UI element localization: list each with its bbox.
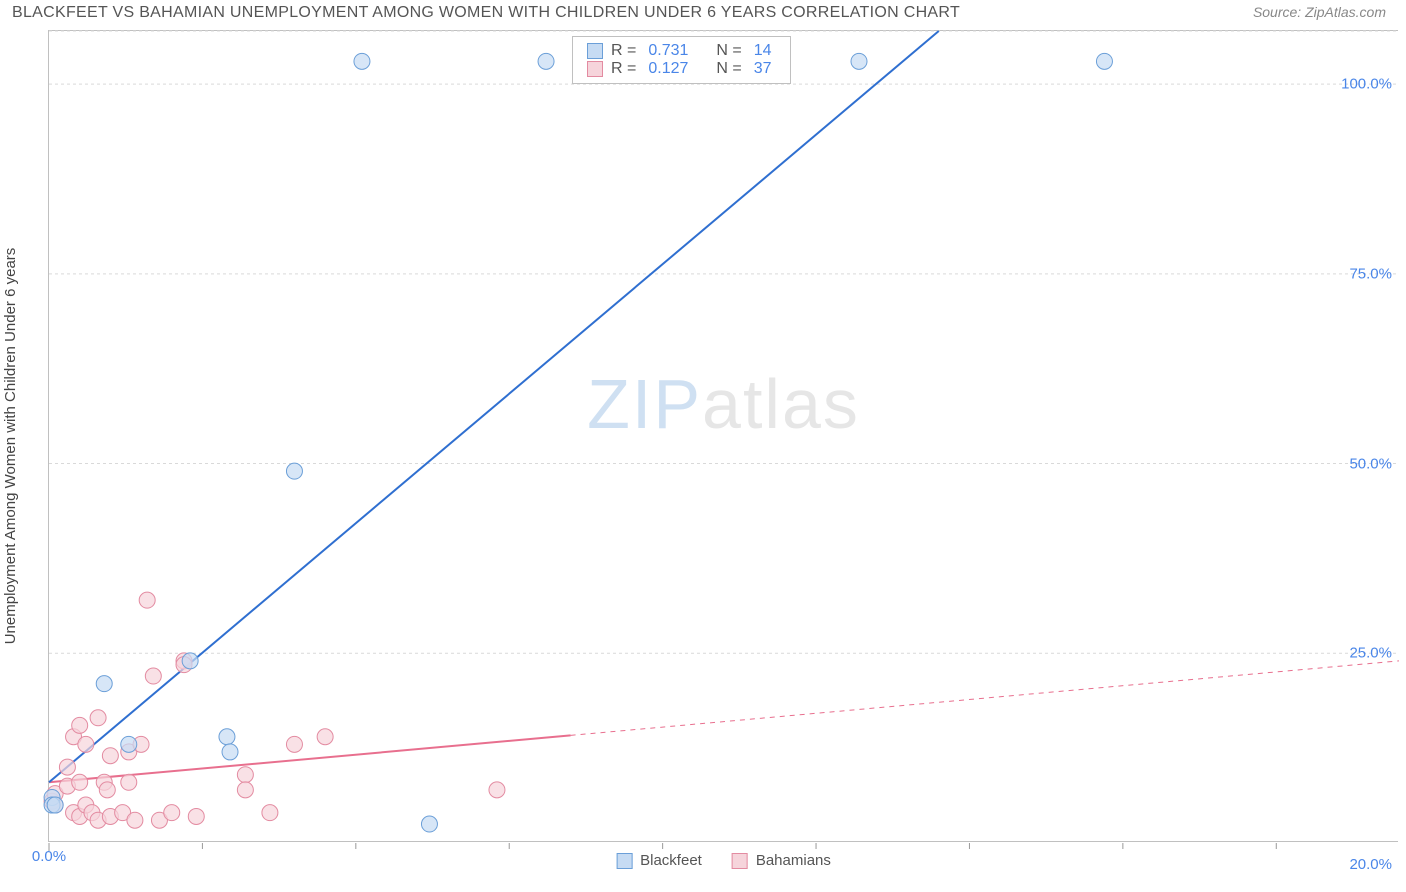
series-b-swatch	[587, 61, 603, 77]
legend-item-a: Blackfeet	[616, 852, 702, 869]
series-b-stats: R = 0.127 N = 37	[587, 60, 776, 78]
x-tick-label: 0.0%	[32, 848, 66, 865]
y-tick-label: 25.0%	[1349, 645, 1392, 662]
chart-title: BLACKFEET VS BAHAMIAN UNEMPLOYMENT AMONG…	[12, 4, 960, 26]
series-a-swatch	[587, 43, 603, 59]
legend-item-b: Bahamians	[732, 852, 831, 869]
x-tick-label-right: 20.0%	[1349, 856, 1392, 873]
y-axis-label: Unemployment Among Women with Children U…	[2, 248, 19, 645]
y-tick-label: 100.0%	[1341, 76, 1392, 93]
correlation-stats-box: R = 0.731 N = 14 R = 0.127 N = 37	[572, 36, 791, 84]
source-label: Source: ZipAtlas.com	[1253, 4, 1386, 26]
scatter-plot	[49, 31, 1398, 841]
y-tick-label: 75.0%	[1349, 265, 1392, 282]
y-tick-label: 50.0%	[1349, 455, 1392, 472]
legend: Blackfeet Bahamians	[616, 852, 831, 869]
legend-swatch-a	[616, 853, 632, 869]
series-a-stats: R = 0.731 N = 14	[587, 42, 776, 60]
chart-area: ZIPatlas R = 0.731 N = 14 R = 0.127 N = …	[48, 30, 1398, 842]
legend-swatch-b	[732, 853, 748, 869]
